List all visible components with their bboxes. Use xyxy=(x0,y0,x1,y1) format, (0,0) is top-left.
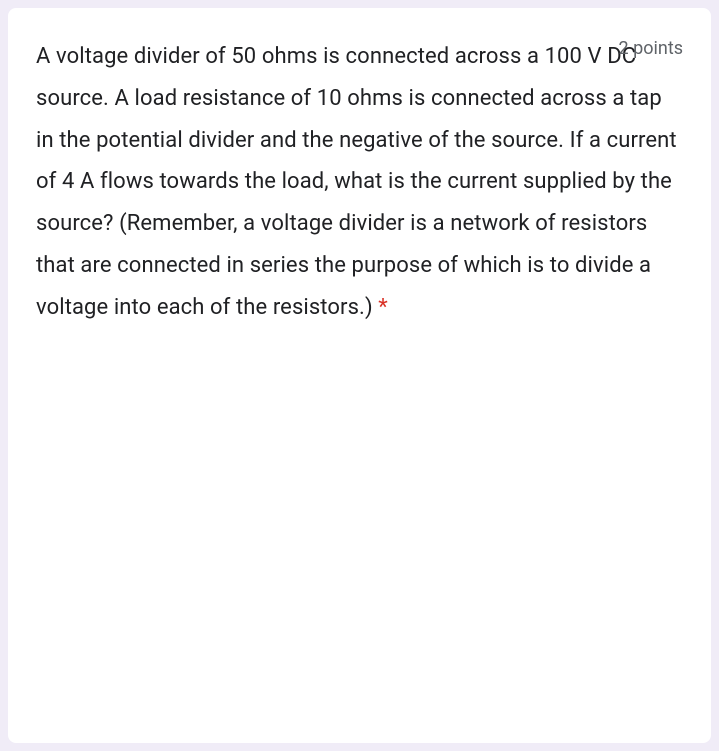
question-wrapper: 2 points A voltage divider of 50 ohms is… xyxy=(36,36,683,329)
question-text: A voltage divider of 50 ohms is connecte… xyxy=(36,36,683,329)
points-badge: 2 points xyxy=(619,38,683,59)
required-asterisk: * xyxy=(378,295,388,320)
question-body: A voltage divider of 50 ohms is connecte… xyxy=(36,44,677,320)
question-card: 2 points A voltage divider of 50 ohms is… xyxy=(8,8,711,743)
